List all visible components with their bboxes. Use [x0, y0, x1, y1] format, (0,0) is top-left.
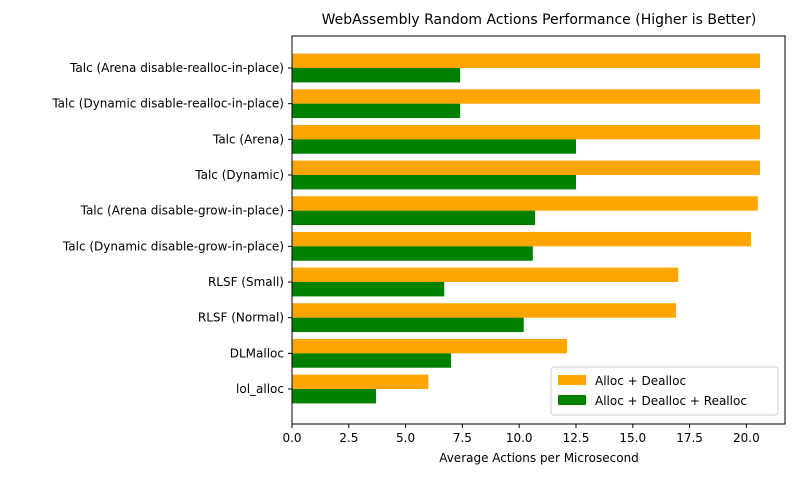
y-tick-label: Talc (Arena disable-realloc-in-place) — [69, 61, 284, 75]
bar-alloc-dealloc-7 — [292, 303, 676, 318]
y-tick-label: RLSF (Normal) — [198, 311, 284, 325]
bar-alloc-dealloc-8 — [292, 338, 567, 354]
bar-alloc-dealloc-realloc-8 — [292, 353, 452, 368]
y-tick-label: RLSF (Small) — [208, 275, 284, 289]
legend-label-0: Alloc + Dealloc — [595, 374, 686, 388]
bar-alloc-dealloc-1 — [292, 89, 761, 104]
plot-frame — [291, 35, 786, 425]
legend-swatch-1 — [558, 395, 586, 405]
bars-group — [292, 53, 761, 404]
bar-alloc-dealloc-6 — [292, 267, 679, 282]
legend-box — [550, 366, 779, 416]
x-tick-label: 12.5 — [563, 431, 590, 445]
y-axis-ticks: Talc (Arena disable-realloc-in-place) Tal… — [51, 61, 292, 396]
chart-title: WebAssembly Random Actions Performance (… — [322, 12, 757, 28]
x-tick-label: 15.0 — [619, 431, 646, 445]
x-tick-label: 10.0 — [506, 431, 533, 445]
bar-alloc-dealloc-realloc-6 — [292, 282, 445, 297]
x-tick-label: 2.5 — [339, 431, 358, 445]
x-axis-label: Average Actions per Microsecond — [439, 451, 639, 465]
bar-alloc-dealloc-realloc-7 — [292, 317, 524, 333]
bar-alloc-dealloc-0 — [292, 53, 761, 68]
bar-alloc-dealloc-realloc-4 — [292, 210, 536, 226]
legend: Alloc + Dealloc Alloc + Dealloc + Realloc — [550, 366, 779, 416]
y-tick-label: Talc (Dynamic disable-realloc-in-place) — [51, 97, 284, 111]
bar-alloc-dealloc-4 — [292, 196, 758, 211]
y-tick-label: Talc (Dynamic disable-grow-in-place) — [62, 239, 284, 253]
bar-alloc-dealloc-realloc-2 — [292, 139, 576, 154]
x-axis-ticks: 0.0 2.5 5.0 7.5 10.0 12.5 15.0 17.5 20.0 — [282, 424, 760, 445]
x-tick-label: 17.5 — [676, 431, 703, 445]
bar-alloc-dealloc-realloc-0 — [292, 68, 461, 83]
y-tick-label: Talc (Arena disable-grow-in-place) — [80, 204, 284, 218]
bar-alloc-dealloc-realloc-3 — [292, 175, 576, 190]
x-tick-label: 7.5 — [453, 431, 472, 445]
bar-alloc-dealloc-realloc-1 — [292, 103, 461, 119]
bar-alloc-dealloc-3 — [292, 160, 761, 175]
x-tick-label: 20.0 — [733, 431, 760, 445]
bar-alloc-dealloc-5 — [292, 231, 751, 247]
bar-alloc-dealloc-realloc-9 — [292, 389, 377, 404]
legend-swatch-0 — [558, 375, 586, 385]
bar-alloc-dealloc-realloc-5 — [292, 246, 533, 261]
x-tick-label: 5.0 — [396, 431, 415, 445]
y-tick-label: Talc (Arena) — [212, 132, 284, 146]
y-tick-label: DLMalloc — [230, 346, 284, 360]
legend-label-1: Alloc + Dealloc + Realloc — [595, 394, 747, 408]
bar-alloc-dealloc-9 — [292, 374, 429, 389]
x-tick-label: 0.0 — [282, 431, 301, 445]
bar-alloc-dealloc-2 — [292, 124, 761, 140]
y-tick-label: lol_alloc — [236, 382, 284, 396]
y-tick-label: Talc (Dynamic) — [194, 168, 284, 182]
